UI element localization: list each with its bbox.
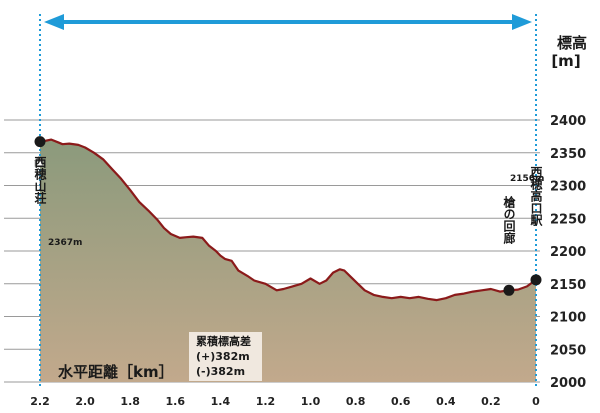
cumulative-up: (+)382m — [196, 350, 250, 363]
x-tick-label: 2.2 — [30, 395, 50, 408]
mid-place-label: 槍の回廊 — [502, 195, 516, 245]
vertical-guides — [39, 14, 537, 386]
x-tick-label: 0.2 — [481, 395, 501, 408]
x-tick-label: 2.0 — [75, 395, 95, 408]
y-tick-label: 2400 — [550, 114, 586, 129]
start-hut-icon — [34, 156, 44, 167]
cumulative-title: 累積標高差 — [196, 334, 251, 348]
span-arrow-right-head — [512, 14, 532, 30]
y-tick-label: 2200 — [550, 245, 586, 260]
point-marker — [34, 136, 46, 148]
y-axis-ticks: 2000 2050 2100 2150 2200 2250 2300 2350 2400 — [550, 114, 586, 391]
end-place-label: 西穂高口駅 — [529, 166, 543, 227]
x-tick-label: 0.6 — [391, 395, 411, 408]
point-marker — [530, 274, 542, 286]
start-place-label: 西穂山荘 — [33, 156, 47, 205]
y-axis-title-line1: 標高 — [557, 34, 587, 52]
x-tick-label: 1.4 — [211, 395, 231, 408]
x-tick-label: 1.6 — [166, 395, 186, 408]
y-tick-label: 2350 — [550, 147, 586, 162]
y-tick-label: 2050 — [550, 343, 586, 358]
start-elevation-label: 2367m — [48, 238, 82, 248]
x-axis-ticks: 2.2 2.0 1.8 1.6 1.4 1.2 1.0 0.8 0.6 0.4 0.2 0 — [30, 395, 540, 408]
x-tick-label: 0 — [532, 395, 540, 408]
x-tick-label: 1.2 — [256, 395, 276, 408]
elevation-area — [40, 139, 536, 382]
span-arrow-left-head — [44, 14, 64, 30]
x-tick-label: 0.8 — [346, 395, 366, 408]
x-tick-label: 1.0 — [301, 395, 321, 408]
y-tick-label: 2150 — [550, 278, 586, 293]
point-marker — [503, 284, 515, 296]
y-tick-label: 2100 — [550, 311, 586, 326]
y-tick-label: 2250 — [550, 212, 586, 227]
x-axis-title: 水平距離［km］ — [58, 363, 174, 381]
elevation-line — [39, 138, 537, 302]
distance-span-arrow — [44, 14, 532, 30]
cumulative-elevation-box: 累積標高差 (+)382m (-)382m — [189, 332, 262, 381]
y-tick-label: 2300 — [550, 180, 586, 195]
y-axis-title-line2: [m] — [551, 52, 580, 70]
x-tick-label: 0.4 — [436, 395, 456, 408]
x-tick-label: 1.8 — [120, 395, 140, 408]
point-markers — [34, 136, 542, 296]
y-tick-label: 2000 — [550, 376, 586, 391]
cumulative-down: (-)382m — [196, 365, 245, 378]
end-elevation-label: 2156m — [510, 174, 544, 184]
